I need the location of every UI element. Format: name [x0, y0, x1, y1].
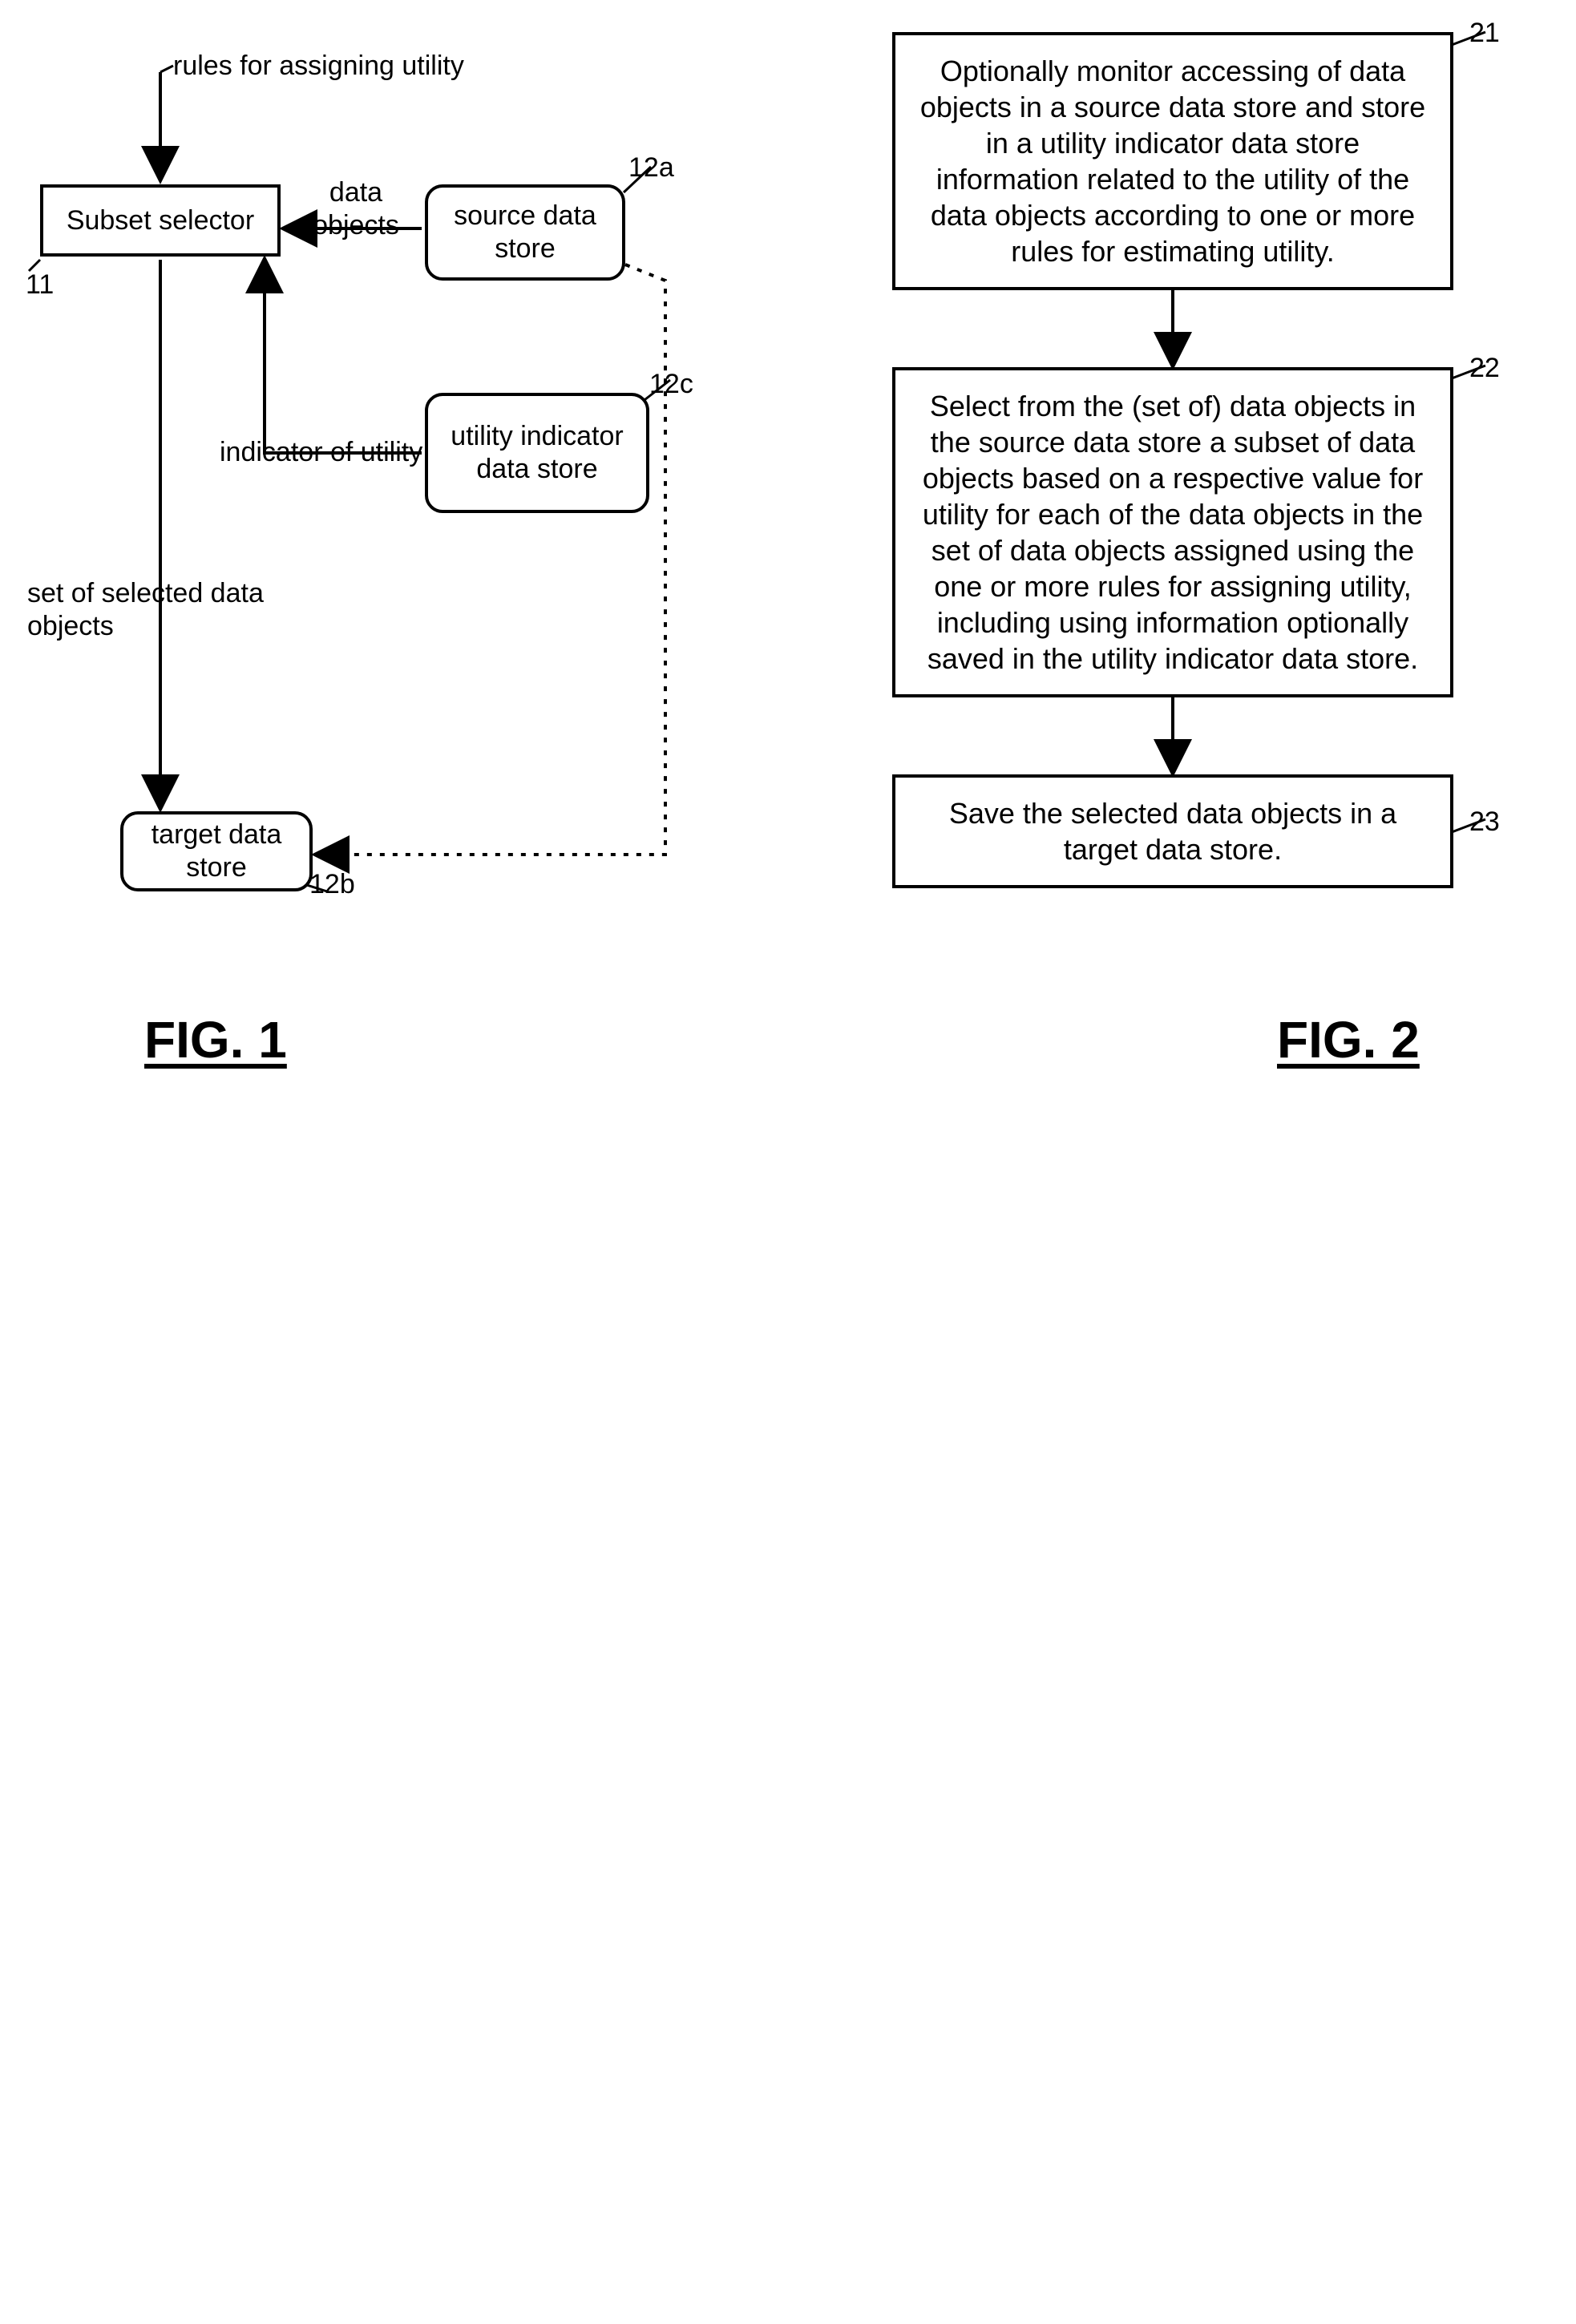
figure-1: Subset selector source data store utilit…	[32, 32, 684, 1138]
subset-selector-label: Subset selector	[67, 204, 254, 237]
rules-label: rules for assigning utility	[173, 50, 486, 83]
ref-12a: 12a	[628, 152, 674, 184]
figure-1-title: FIG. 1	[144, 1010, 287, 1069]
indicator-of-utility-label: indicator of utility	[220, 436, 428, 469]
ref-12c: 12c	[649, 369, 693, 400]
figure-2: Optionally monitor accessing of data obj…	[892, 32, 1544, 1138]
flow-step-text: Optionally monitor accessing of data obj…	[920, 55, 1425, 268]
flow-step-text: Select from the (set of) data objects in…	[923, 390, 1423, 675]
source-data-store-label: source data store	[436, 200, 614, 265]
flow-step-23: Save the selected data objects in a targ…	[892, 774, 1453, 888]
target-data-store-box: target data store	[120, 811, 313, 891]
data-objects-label: data objects	[284, 176, 428, 242]
page: Subset selector source data store utilit…	[32, 32, 1544, 1138]
figure-2-stack: Optionally monitor accessing of data obj…	[892, 32, 1453, 888]
flow-step-text: Save the selected data objects in a targ…	[949, 797, 1396, 866]
target-data-store-label: target data store	[131, 818, 301, 884]
utility-indicator-data-store-label: utility indicator data store	[436, 420, 638, 486]
utility-indicator-data-store-box: utility indicator data store	[425, 393, 649, 513]
ref-22: 22	[1469, 353, 1500, 384]
figure-2-title: FIG. 2	[1277, 1010, 1420, 1069]
ref-21: 21	[1469, 18, 1500, 49]
ref-11: 11	[26, 269, 54, 301]
ref-12b: 12b	[309, 869, 355, 900]
flow-step-22: Select from the (set of) data objects in…	[892, 367, 1453, 697]
source-data-store-box: source data store	[425, 184, 625, 281]
flow-step-21: Optionally monitor accessing of data obj…	[892, 32, 1453, 290]
subset-selector-box: Subset selector	[40, 184, 281, 257]
selected-objects-label: set of selected data objects	[27, 577, 316, 643]
ref-23: 23	[1469, 806, 1500, 838]
